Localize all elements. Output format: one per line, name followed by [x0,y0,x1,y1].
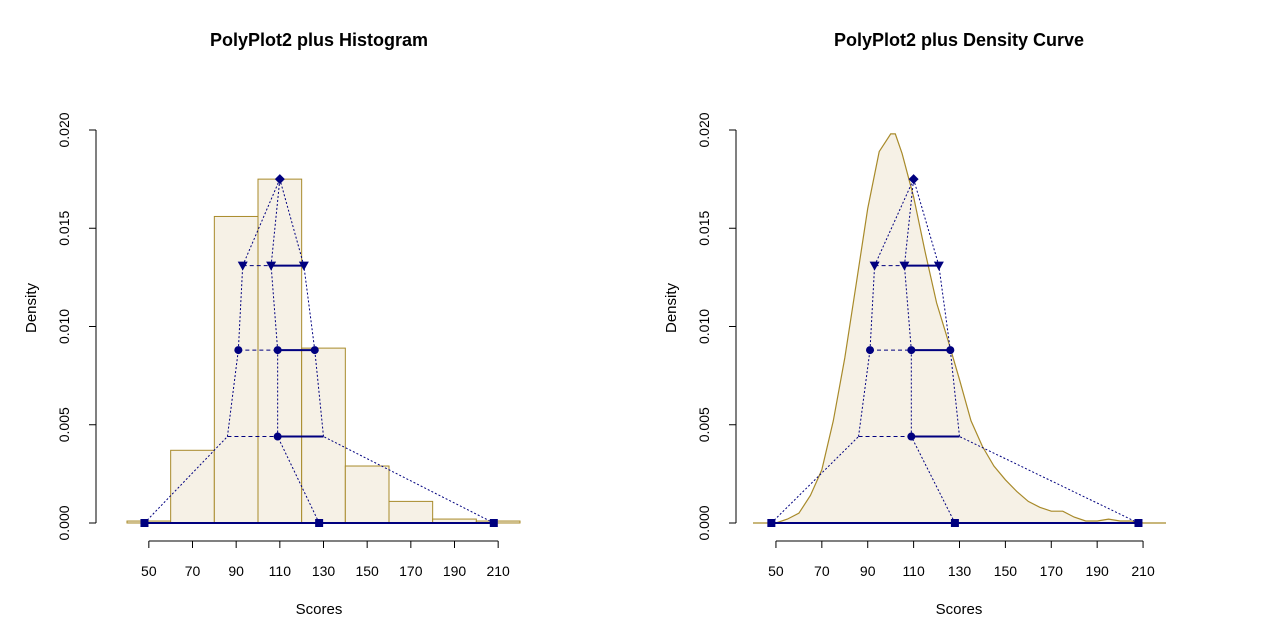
x-tick-label: 110 [902,563,925,579]
y-axis-label: Density [663,282,680,333]
x-tick-label: 190 [1085,563,1109,579]
histogram-bar [170,449,215,524]
x-tick-label: 70 [814,563,830,579]
histogram-panel: PolyPlot2 plus Histogram 50 70 90 110 130 150… [23,30,521,618]
polyplot-diamond-marker [274,174,285,185]
polyplot-connector [226,350,239,437]
polyplot-triangle-marker [298,261,309,271]
density-panel: PolyPlot2 plus Density Curve 50 70 90 110 13… [663,30,1166,618]
x-tick-label: 130 [312,563,336,579]
polyplot-connector [910,436,956,524]
y-tick-label: 0.000 [56,505,72,540]
polyplot-connector [303,265,316,351]
polyplot-circle-marker [907,432,916,441]
polyplot-square-marker [315,519,324,527]
polyplot-connector [771,436,859,524]
polyplot-square-marker [140,519,149,527]
polyplot-circle-marker [866,346,875,355]
polyplot-connector [949,350,960,437]
chart-title: PolyPlot2 plus Histogram [210,30,428,50]
polyplot-square-marker [767,519,776,527]
polyplot-connector [279,178,305,266]
x-tick-label: 190 [443,563,467,579]
polyplot-triangle-marker [899,261,910,271]
x-tick-label: 70 [185,563,201,579]
y-tick-label: 0.015 [56,211,72,246]
histogram-bar [388,500,434,524]
x-tick-label: 170 [399,563,423,579]
polyplot-connector [270,179,281,266]
x-axis-label: Scores [936,601,983,618]
plot-area: 50 70 90 110 130 150 170 190 210 0.000 0.005 0.010 0… [696,112,1166,579]
polyplot-connector [858,350,871,437]
polyplot-connector [913,178,940,266]
x-tick-label: 110 [269,563,292,579]
x-axis-label: Scores [296,601,343,618]
y-tick-label: 0.010 [696,309,712,344]
histogram-bar [344,465,390,524]
polyplot-circle-marker [946,346,955,355]
x-tick-label: 150 [355,563,379,579]
histogram-bar [213,215,259,524]
polyplot-triangle-marker [933,261,944,271]
polyplot-triangle-marker [237,261,248,271]
polyplot-circle-marker [273,346,282,355]
polyplot-diamond-marker [908,174,919,185]
y-tick-label: 0.015 [696,211,712,246]
x-tick-label: 50 [141,563,157,579]
density-curve [753,133,1166,524]
polyplot-square-marker [1134,519,1143,527]
polyplot-circle-marker [310,346,319,355]
polyplot-connector [959,436,1139,524]
x-tick-label: 210 [486,563,510,579]
y-tick-label: 0.005 [696,407,712,442]
polyplot-triangle-marker [869,261,880,271]
y-tick-label: 0.000 [696,505,712,540]
y-tick-label: 0.020 [56,112,72,147]
y-tick-label: 0.020 [696,112,712,147]
density-area [753,133,1166,523]
x-tick-label: 210 [1131,563,1155,579]
polyplot-square-marker [489,519,498,527]
x-tick-label: 150 [994,563,1018,579]
x-tick-label: 130 [948,563,972,579]
polyplot-circle-marker [273,432,282,441]
y-tick-label: 0.010 [56,309,72,344]
y-axis-label: Density [23,282,40,333]
x-tick-label: 90 [228,563,244,579]
plot-area: 50 70 90 110 130 150 170 190 210 0.000 0.005 0.010 0… [56,112,521,579]
x-tick-label: 50 [768,563,784,579]
polyplot-square-marker [950,519,959,527]
polyplot-connector [903,179,915,266]
x-tick-label: 170 [1040,563,1064,579]
x-tick-label: 90 [860,563,876,579]
polyplot-triangle-marker [266,261,277,271]
chart-title: PolyPlot2 plus Density Curve [834,30,1084,50]
polyplot-circle-marker [234,346,243,355]
polyplot-connector [314,350,324,437]
polyplot-circle-marker [907,346,916,355]
y-tick-label: 0.005 [56,407,72,442]
